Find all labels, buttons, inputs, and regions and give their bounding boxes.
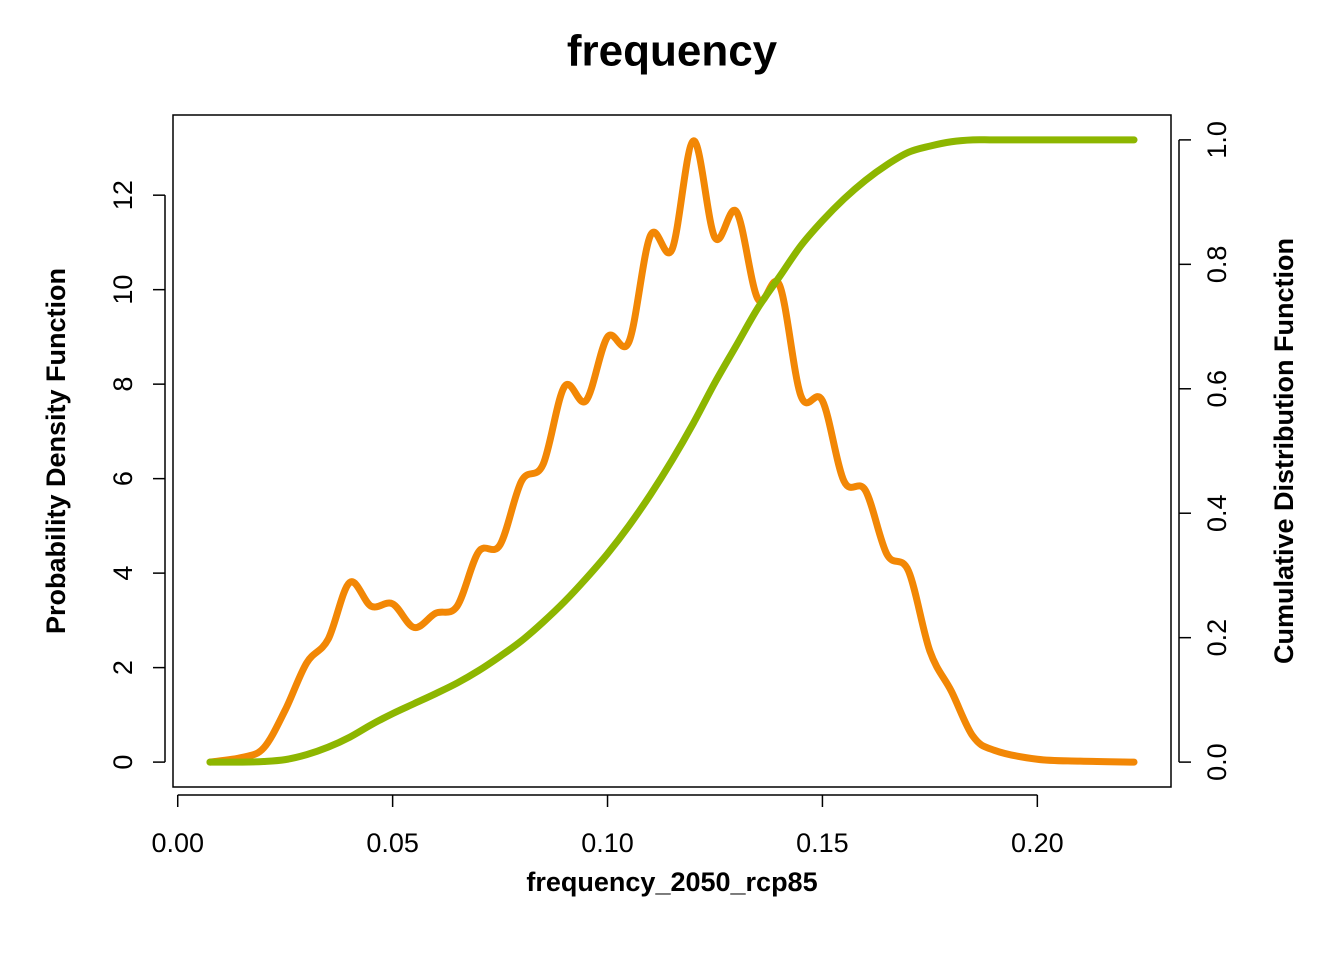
y-tick-label: 6 [108,471,138,486]
x-tick-label: 0.20 [1011,828,1064,858]
chart-title: frequency [567,27,778,76]
y2-tick-label: 0.4 [1202,494,1232,532]
x-tick-label: 0.10 [581,828,634,858]
plot-frame [172,114,1172,788]
y-tick-label: 12 [108,180,138,210]
y-tick-label: 8 [108,377,138,392]
y2-tick-label: 0.6 [1202,370,1232,408]
series-line [206,137,1138,766]
y-axis-label: Probability Density Function [41,268,71,634]
y2-tick-label: 0.8 [1202,246,1232,284]
x-tick-label: 0.05 [366,828,419,858]
x-axis-label: frequency_2050_rcp85 [526,867,817,897]
y-tick-label: 0 [108,755,138,770]
x-tick-label: 0.15 [796,828,849,858]
y2-axis-label: Cumulative Distribution Function [1269,238,1299,664]
y-tick-label: 4 [108,566,138,581]
y-tick-label: 10 [108,275,138,305]
x-tick-label: 0.00 [151,828,204,858]
y2-tick-label: 1.0 [1202,121,1232,159]
series-line [206,136,1138,766]
y2-tick-label: 0.0 [1202,743,1232,781]
y-tick-label: 2 [108,660,138,675]
y2-tick-label: 0.2 [1202,619,1232,657]
